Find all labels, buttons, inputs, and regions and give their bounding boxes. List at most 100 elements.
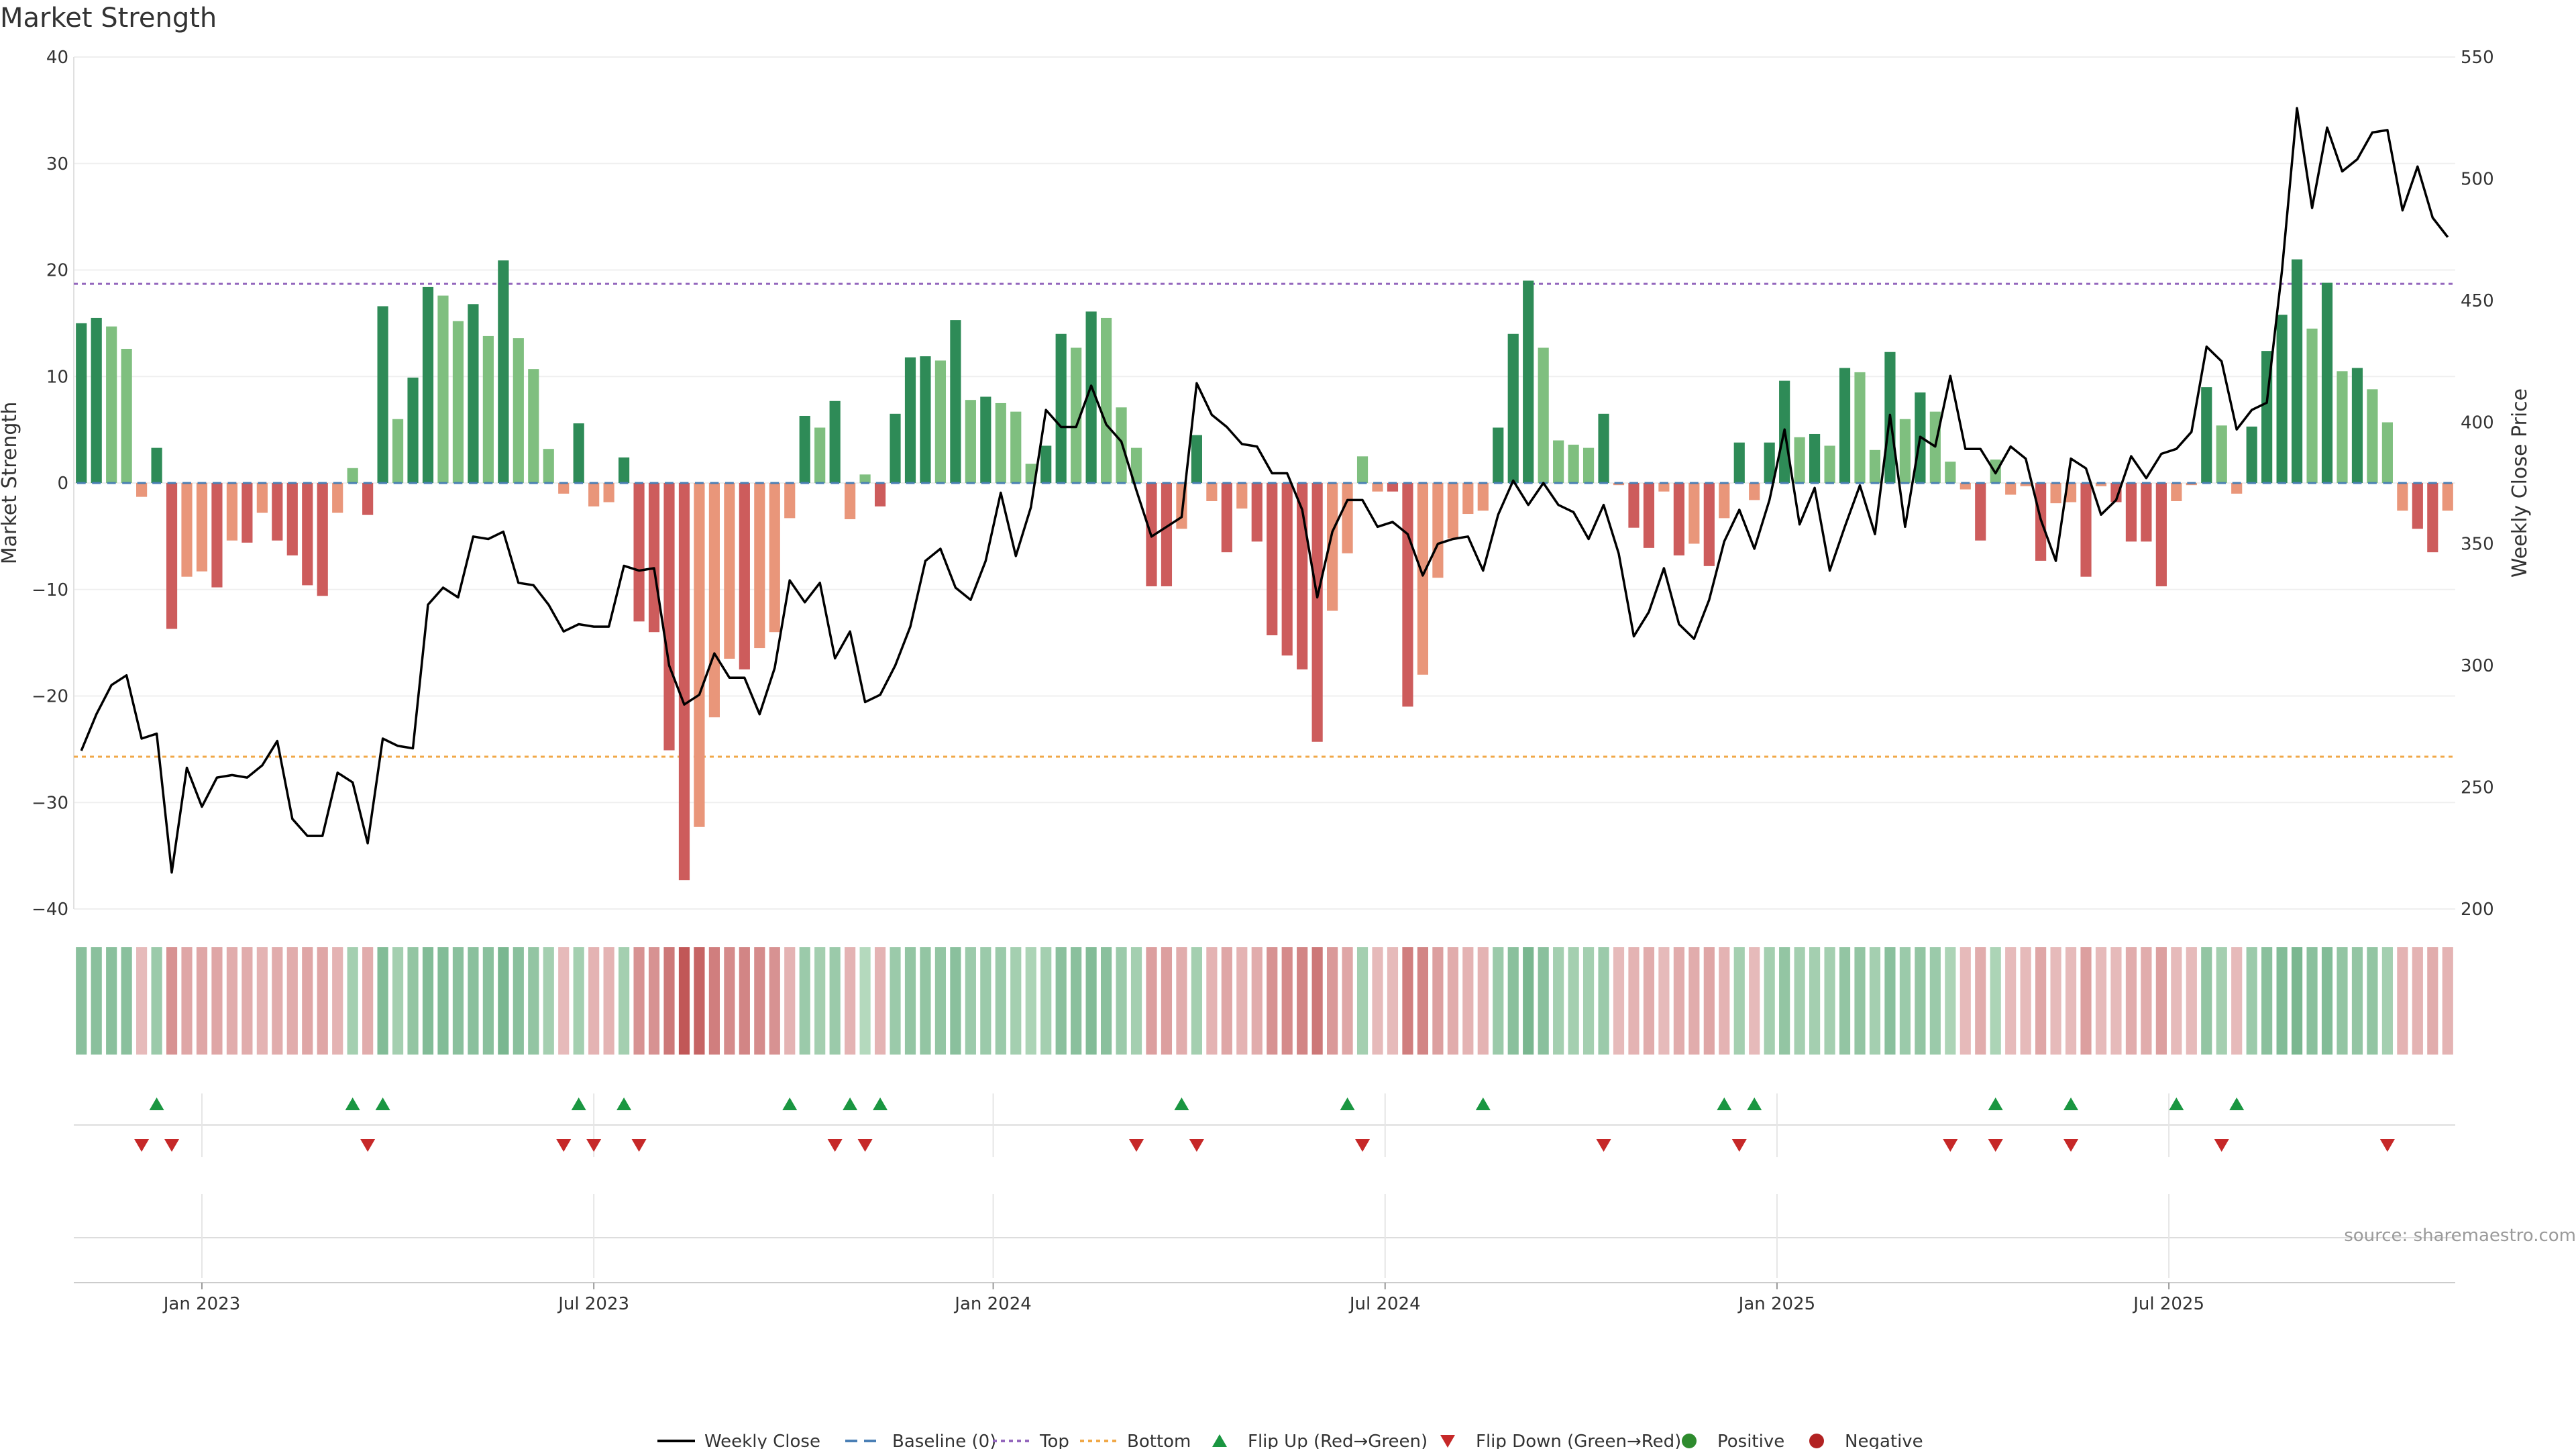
strength-bar: [332, 483, 343, 513]
legend-swatch: [1212, 1434, 1227, 1447]
strength-bar: [196, 483, 208, 572]
strip-cell: [663, 947, 675, 1055]
flip-up-marker: [345, 1097, 360, 1110]
flip-up-marker: [1174, 1097, 1189, 1110]
strength-bar: [437, 295, 449, 483]
strength-bar: [739, 483, 750, 669]
strength-bar: [392, 419, 404, 483]
flip-up-marker: [375, 1097, 390, 1110]
strip-cell: [1719, 947, 1730, 1055]
strip-cell: [1568, 947, 1579, 1055]
strip-cell: [332, 947, 343, 1055]
strip-cell: [648, 947, 660, 1055]
legend-label: Weekly Close: [704, 1432, 820, 1449]
legend-label: Flip Down (Green→Red): [1476, 1432, 1681, 1449]
strip-cell: [2306, 947, 2318, 1055]
strip-cell: [1884, 947, 1896, 1055]
strength-bar: [1055, 333, 1067, 483]
strength-bar: [2005, 483, 2017, 495]
strip-cell: [678, 947, 690, 1055]
strip-cell: [1342, 947, 1353, 1055]
weekly-close-line: [80, 107, 2449, 874]
strength-bar: [498, 260, 509, 483]
y-tick-right: 350: [2461, 535, 2494, 555]
flip-up-marker: [1717, 1097, 1732, 1110]
strength-bar: [784, 483, 796, 519]
strength-bar: [468, 304, 479, 483]
strip-cell: [241, 947, 253, 1055]
legend-swatch: [1682, 1434, 1697, 1448]
strength-bar: [950, 320, 961, 483]
y-ticks-right: 550 500 450 400 350 300 250 200: [2461, 48, 2494, 920]
strength-bar: [1643, 483, 1655, 548]
strength-bar: [2351, 368, 2363, 483]
y-tick-right: 500: [2461, 169, 2494, 189]
strip-cell: [1809, 947, 1821, 1055]
strength-bar: [362, 483, 374, 515]
x-tick-label: Jul 2025: [2132, 1294, 2204, 1314]
strength-bar: [2125, 483, 2137, 542]
strength-bar: [2216, 425, 2227, 483]
strength-bar: [241, 483, 253, 543]
strength-bar: [2065, 483, 2077, 502]
strength-bar: [2276, 315, 2288, 483]
strength-bar: [452, 321, 464, 483]
y-tick-right: 450: [2461, 291, 2494, 311]
flip-up-marker: [873, 1097, 888, 1110]
strength-bar: [1071, 347, 1082, 483]
strip-cell: [1975, 947, 1986, 1055]
strength-bar: [1764, 442, 1775, 483]
flip-up-marker: [149, 1097, 164, 1110]
strip-cell: [1221, 947, 1232, 1055]
strip-cell: [1945, 947, 1956, 1055]
y-tick-left: 30: [46, 154, 68, 174]
legend-swatch: [1440, 1435, 1455, 1448]
strength-bar: [1673, 483, 1684, 555]
flip-down-marker: [556, 1139, 572, 1152]
strength-bar: [1553, 440, 1564, 483]
strip-cell: [1055, 947, 1067, 1055]
strip-cell: [1779, 947, 1790, 1055]
strip-cell: [845, 947, 856, 1055]
strip-cell: [2367, 947, 2378, 1055]
strip-cell: [1251, 947, 1263, 1055]
strength-bar: [1733, 442, 1745, 483]
strength-bar: [890, 413, 901, 483]
strength-bar: [1658, 483, 1670, 492]
strength-bar: [633, 483, 645, 622]
strength-bar: [678, 483, 690, 881]
flip-up-marker: [2169, 1097, 2184, 1110]
flip-down-marker: [827, 1139, 843, 1152]
strip-cell: [2035, 947, 2047, 1055]
strength-bar: [543, 449, 554, 483]
y-tick-right: 300: [2461, 656, 2494, 676]
strip-cell: [619, 947, 630, 1055]
strip-cell: [1477, 947, 1489, 1055]
strength-bar: [995, 402, 1006, 483]
strip-cell: [920, 947, 931, 1055]
strength-bar: [1267, 483, 1278, 636]
y-tick-left: 10: [46, 367, 68, 387]
strength-bar: [1809, 433, 1821, 483]
strip-cell: [739, 947, 750, 1055]
strip-cell: [91, 947, 102, 1055]
legend-label: Flip Up (Red→Green): [1248, 1432, 1428, 1449]
strength-bar: [934, 360, 947, 483]
strength-bar: [2246, 426, 2257, 483]
strip-cell: [1688, 947, 1700, 1055]
strength-bar: [2306, 328, 2318, 483]
strip-cell: [211, 947, 223, 1055]
strength-bar: [1432, 483, 1444, 578]
strength-bars: [76, 259, 2453, 881]
strip-cell: [874, 947, 886, 1055]
strip-cell: [1553, 947, 1564, 1055]
strength-bar: [302, 483, 313, 586]
strength-bar: [2080, 483, 2092, 577]
strength-bar: [1628, 483, 1640, 528]
strength-bar: [1945, 462, 1956, 483]
strip-cell: [2291, 947, 2303, 1055]
strength-bar: [2442, 483, 2453, 511]
x-tick-label: Jul 2023: [557, 1294, 629, 1314]
strength-bar: [1221, 483, 1232, 553]
strip-cell: [2412, 947, 2423, 1055]
